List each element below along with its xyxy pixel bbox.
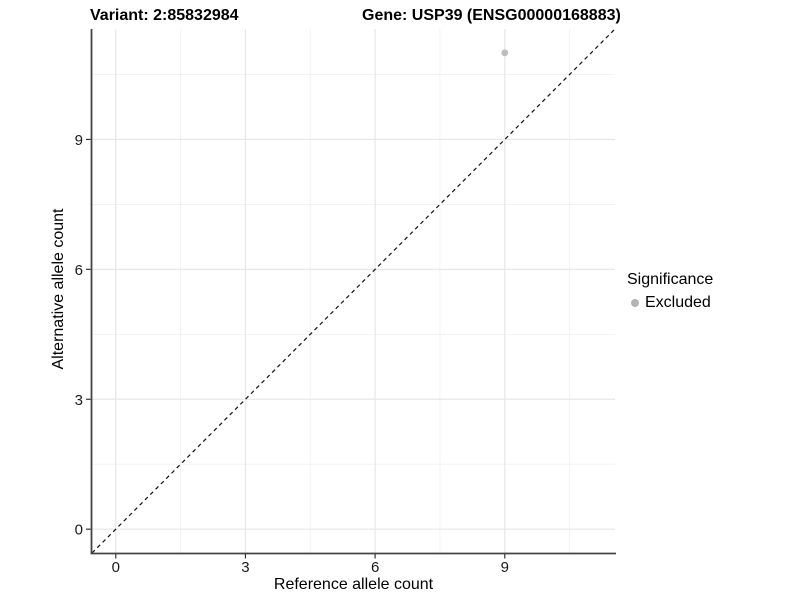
y-tick-label: 9 [75,132,83,149]
legend-entry-label: Excluded [645,294,711,311]
plot-title-gene: Gene: USP39 (ENSG00000168883) [362,7,621,24]
y-tick-label: 3 [75,392,83,409]
legend-point-icon [631,299,639,307]
x-axis-label: Reference allele count [273,576,434,593]
x-tick-label: 3 [241,559,249,576]
legend: Significance Excluded [627,271,713,312]
y-tick-label: 6 [75,262,83,279]
legend-entry-excluded: Excluded [627,294,713,312]
x-tick-label: 6 [371,559,379,576]
plot-title-variant: Variant: 2:85832984 [90,7,239,24]
y-axis-label: Alternative allele count [50,208,67,370]
x-tick-label: 9 [501,559,509,576]
legend-title: Significance [627,271,714,288]
x-tick-label: 0 [112,559,120,576]
data-point [501,49,509,57]
identity-reference-line [91,28,616,554]
y-tick-label: 0 [75,522,83,539]
